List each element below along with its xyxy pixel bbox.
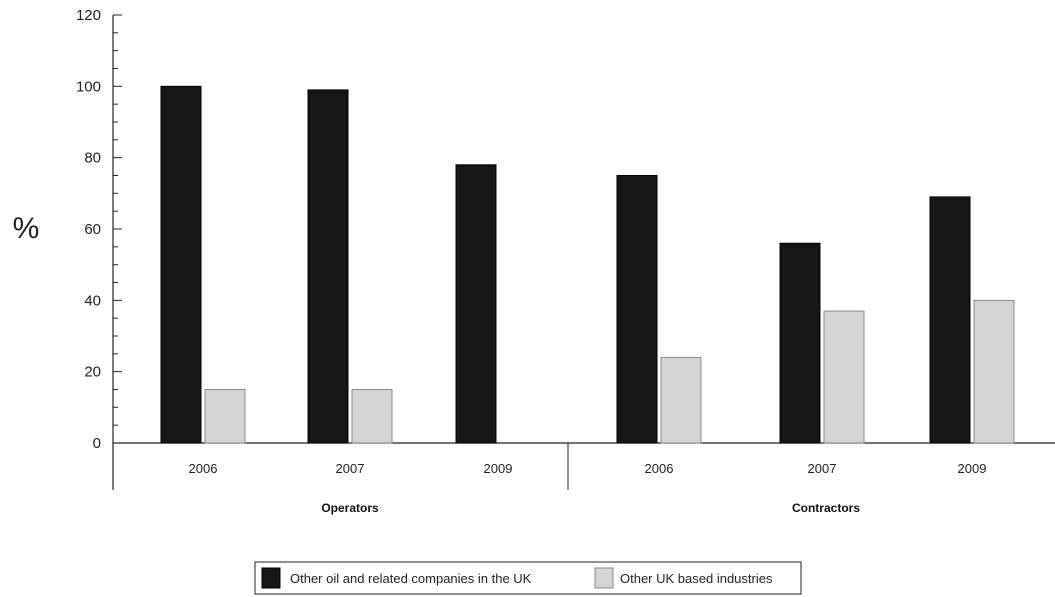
group-labels: Operators Contractors xyxy=(321,501,860,515)
bar-oil-related xyxy=(779,242,821,444)
x-axis xyxy=(113,442,1055,490)
y-tick-label: 100 xyxy=(76,78,101,95)
legend-label: Other UK based industries xyxy=(620,571,773,586)
category-label: 2007 xyxy=(808,461,837,476)
group-label: Operators xyxy=(321,501,379,515)
y-axis: 0 20 40 60 80 100 120 xyxy=(76,7,122,490)
bar-other-industries xyxy=(204,389,246,444)
y-tick-label: 60 xyxy=(84,221,101,238)
legend-box xyxy=(254,561,802,595)
bar-other-industries xyxy=(823,310,865,444)
bar-other-industries xyxy=(660,356,702,444)
bar-other-industries xyxy=(351,389,393,444)
bars xyxy=(160,85,1015,444)
bar-oil-related xyxy=(307,89,349,444)
bar-oil-related xyxy=(929,196,971,444)
category-label: 2006 xyxy=(189,461,218,476)
legend: Other oil and related companies in the U… xyxy=(254,561,802,595)
y-tick-label: 120 xyxy=(76,7,101,24)
legend-label: Other oil and related companies in the U… xyxy=(290,571,532,586)
bar-oil-related xyxy=(455,164,497,444)
y-tick-label: 40 xyxy=(84,292,101,309)
y-tick-label: 0 xyxy=(93,435,101,452)
category-labels: 2006 2007 2009 2006 2007 2009 xyxy=(189,461,987,476)
category-label: 2009 xyxy=(958,461,987,476)
category-label: 2007 xyxy=(336,461,365,476)
group-label: Contractors xyxy=(792,501,860,515)
bar-oil-related xyxy=(616,175,658,444)
category-label: 2009 xyxy=(484,461,513,476)
bar-other-industries xyxy=(973,299,1015,444)
y-tick-label: 20 xyxy=(84,364,101,381)
legend-swatch-other-industries xyxy=(594,567,614,589)
category-label: 2006 xyxy=(645,461,674,476)
bar-oil-related xyxy=(160,85,202,444)
y-tick-label: 80 xyxy=(84,150,101,167)
y-axis-label: % xyxy=(13,212,40,245)
legend-swatch-oil-related xyxy=(261,567,281,589)
